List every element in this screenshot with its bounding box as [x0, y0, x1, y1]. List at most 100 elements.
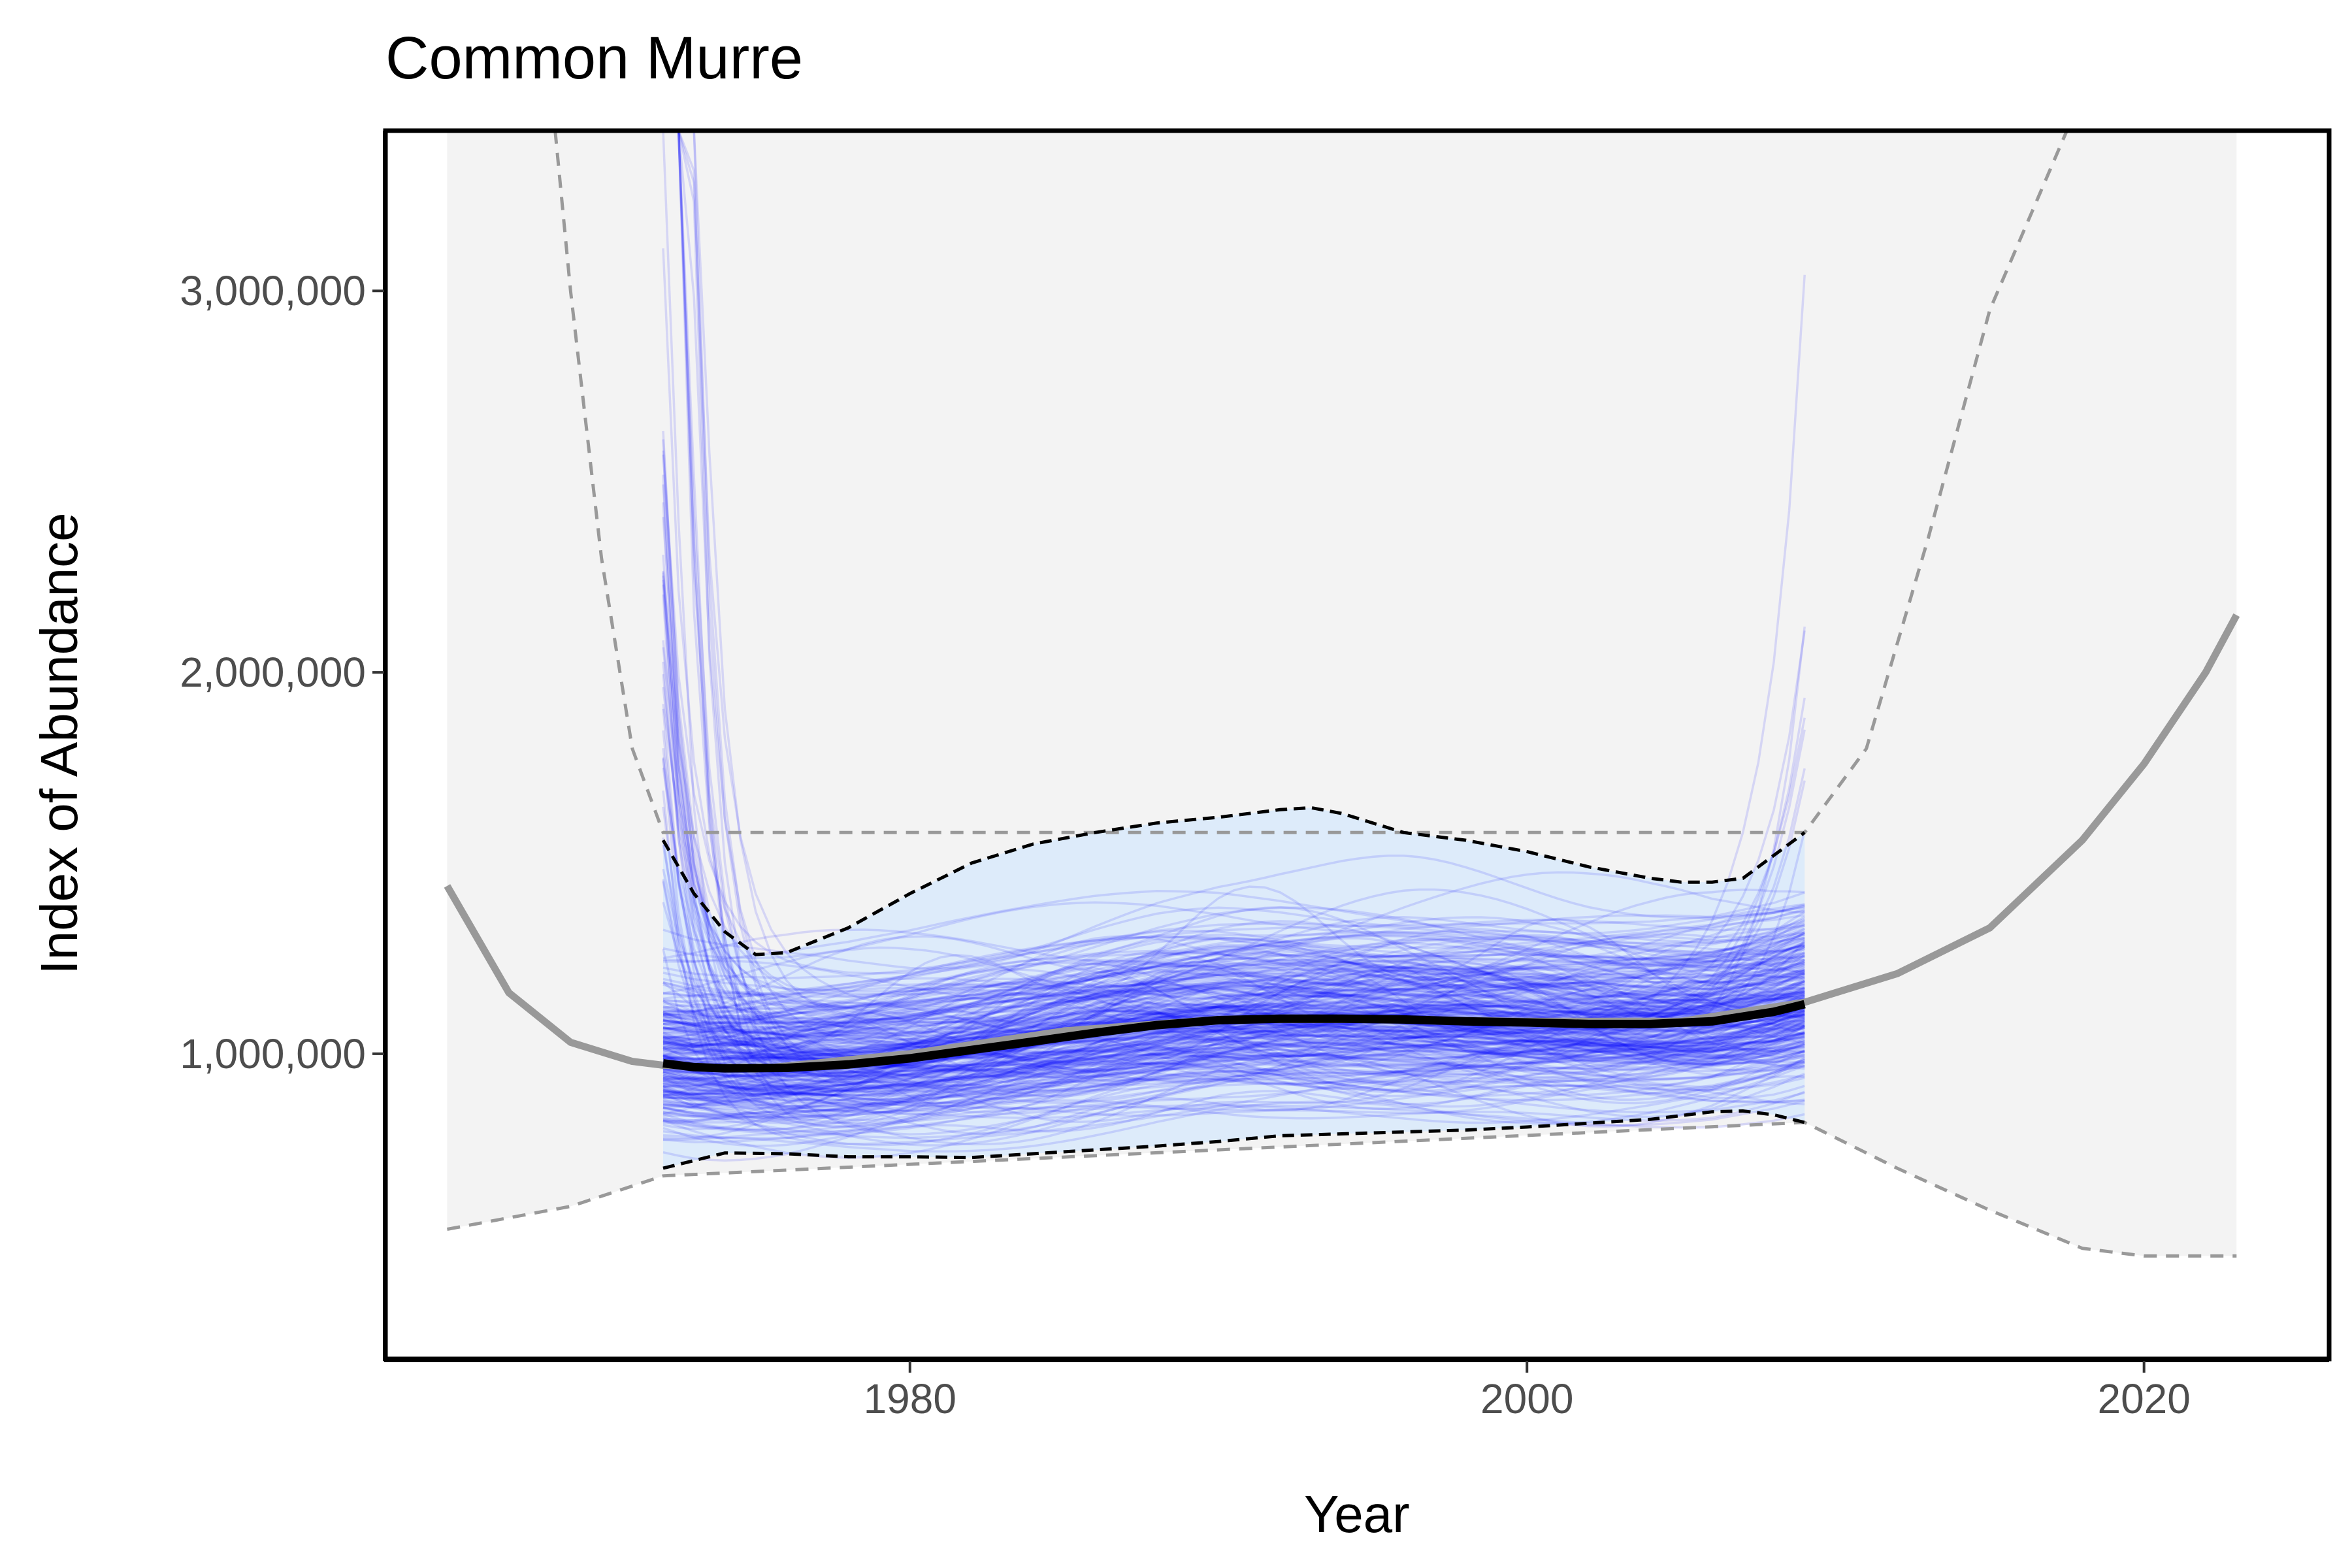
posterior-draw-line: [662, 1025, 1805, 1092]
posterior-draw-line: [662, 1010, 1805, 1102]
posterior-draw-line: [662, 1019, 1805, 1088]
posterior-draw-line: [662, 1019, 1805, 1084]
posterior-draw-line: [662, 975, 1805, 1081]
posterior-draw-line: [662, 985, 1805, 1095]
posterior-draw-line: [662, 955, 1805, 1028]
posterior-draw-line: [662, 906, 1806, 998]
posterior-draw-line: [662, 1074, 1805, 1124]
posterior-draw-line: [662, 1009, 1805, 1084]
posterior-draw-line: [662, 1005, 1805, 1102]
posterior-draw-line: [662, 1079, 1805, 1147]
posterior-draw-line: [662, 936, 1805, 1034]
posterior-draw-line: [662, 960, 1805, 1034]
posterior-draw-line: [662, 439, 1805, 1020]
posterior-draw-line: [662, 757, 1806, 1113]
posterior-draw-line: [662, 1100, 1805, 1153]
posterior-draw-line: [662, 974, 1805, 1068]
posterior-draw-line: [662, 937, 1805, 1054]
posterior-draw-line: [662, 1026, 1805, 1113]
posterior-draw-line: [662, 981, 1806, 1091]
posterior-draw-line: [662, 1036, 1805, 1094]
posterior-draw-line: [662, 1050, 1805, 1117]
posterior-draw-line: [662, 981, 1805, 1088]
posterior-draw-line: [662, 981, 1805, 1051]
posterior-draw-line: [662, 626, 1806, 1134]
chart-title: Common Murre: [385, 25, 803, 91]
posterior-draw-line: [662, 1022, 1805, 1063]
posterior-draw-line: [662, 943, 1805, 1023]
posterior-draw-line: [662, 944, 1805, 1046]
posterior-draw-line: [662, 1070, 1805, 1122]
posterior-draw-line: [663, 131, 1805, 1007]
posterior-draw-line: [663, 131, 1805, 1090]
posterior-draw-line: [662, 983, 1806, 1094]
posterior-draw-line: [662, 972, 1805, 1048]
posterior-draw-line: [662, 938, 1805, 1047]
posterior-draw-line: [662, 1064, 1805, 1135]
posterior-draw-line: [662, 890, 1805, 963]
lower-credible-line: [662, 1109, 1805, 1170]
upper-credible-line: [661, 806, 1806, 956]
posterior-draw-line: [662, 938, 1805, 1021]
posterior-draw-line: [663, 131, 1805, 1097]
posterior-draw-line: [662, 891, 1805, 979]
posterior-draw-line: [662, 1034, 1805, 1091]
posterior-draw-line: [663, 970, 1805, 1036]
posterior-draw-line: [662, 1036, 1805, 1100]
posterior-draw-line: [662, 674, 1805, 1045]
posterior-draw-line: [662, 1058, 1805, 1124]
posterior-draw-line: [662, 1052, 1806, 1146]
posterior-draw-line: [662, 916, 1805, 1022]
posterior-draw-line: [662, 1026, 1805, 1090]
posterior-draw-line: [662, 934, 1805, 1025]
posterior-draw-line: [662, 934, 1805, 997]
posterior-draw-line: [662, 928, 1805, 1030]
posterior-draw-line: [662, 889, 1805, 1011]
posterior-draw-line: [662, 704, 1806, 1024]
posterior-draw-line: [662, 919, 1805, 993]
posterior-draw-line: [662, 932, 1805, 1041]
posterior-draw-line: [662, 927, 1805, 1019]
posterior-draw-line: [662, 131, 1805, 1135]
posterior-draw-line: [662, 1036, 1805, 1098]
posterior-draw-line: [662, 1025, 1805, 1140]
posterior-draw-line: [662, 1036, 1805, 1096]
posterior-draw-line: [662, 1004, 1805, 1091]
posterior-draw-line: [662, 1084, 1805, 1143]
posterior-draw-line: [662, 955, 1805, 1050]
posterior-draw-line: [662, 1021, 1805, 1108]
posterior-draw-line: [663, 131, 1805, 1135]
posterior-draw-line: [662, 871, 1805, 966]
posterior-draw-line: [662, 570, 1806, 1015]
posterior-draw-line: [663, 131, 1805, 1111]
posterior-draw-line: [663, 131, 1805, 1090]
posterior-draw-line: [662, 951, 1805, 1062]
posterior-draw-line: [662, 1020, 1805, 1105]
posterior-draw-line: [662, 990, 1805, 1034]
posterior-draw-line: [662, 854, 1805, 970]
posterior-draw-line: [662, 1048, 1805, 1104]
upper-bound-line: [553, 131, 2068, 834]
posterior-draw-line: [662, 1030, 1805, 1100]
posterior-draw-line: [662, 748, 1805, 1078]
posterior-draw-line: [662, 960, 1805, 1017]
posterior-draw-line: [662, 932, 1805, 1030]
posterior-draw-line: [662, 881, 1805, 1075]
posterior-draw-line: [662, 1090, 1805, 1139]
posterior-draw-line: [662, 994, 1805, 1082]
posterior-draw-line: [662, 936, 1806, 1039]
posterior-draw-line: [662, 1061, 1805, 1119]
posterior-draw-line: [662, 1026, 1805, 1087]
posterior-draw-line: [662, 949, 1805, 1004]
posterior-draw-line: [662, 647, 1805, 1007]
posterior-draw-line: [662, 943, 1805, 1049]
posterior-draw-line: [662, 630, 1806, 1052]
posterior-draw-line: [662, 1042, 1805, 1108]
posterior-draw-line: [662, 1015, 1805, 1139]
posterior-draw-line: [662, 1043, 1805, 1147]
posterior-draw-line: [662, 1044, 1805, 1116]
posterior-draw-line: [662, 517, 1805, 1088]
posterior-draw-line: [662, 1039, 1805, 1105]
posterior-draw-line: [662, 945, 1805, 1048]
